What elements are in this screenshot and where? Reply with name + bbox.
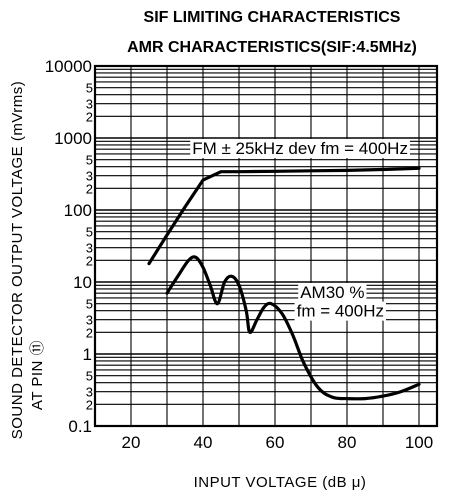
x-tick-label: 40 — [194, 433, 213, 452]
y-minor-tick-label: 2 — [86, 181, 93, 196]
annotation-background — [190, 138, 410, 158]
y-minor-tick-label: 2 — [86, 253, 93, 268]
annotation-label: AM30 % — [300, 283, 364, 302]
y-minor-tick-label: 2 — [86, 397, 93, 412]
x-axis-label: INPUT VOLTAGE (dB μ) — [194, 474, 367, 491]
y-minor-tick-label: 3 — [86, 313, 93, 328]
plot-frame — [93, 64, 439, 428]
amr-curve — [165, 255, 421, 401]
chart-title: SIF LIMITING CHARACTERISTICS — [144, 9, 401, 26]
grid — [95, 66, 437, 426]
annotation-label: FM ± 25kHz dev fm = 400Hz — [192, 139, 408, 158]
y-axis-label-pin: AT PIN ⑪ — [29, 340, 46, 410]
y-tick-label: 0.1 — [68, 417, 92, 436]
y-axis-label: SOUND DETECTOR OUTPUT VOLTAGE (mVrms) — [9, 81, 26, 440]
y-tick-label: 10 — [73, 273, 92, 292]
y-minor-tick-label: 5 — [86, 225, 93, 240]
tick-labels: 20 40 60 80 1000.111010010001000023523523523… — [45, 57, 433, 452]
x-tick-label: 20 — [122, 433, 141, 452]
y-tick-label: 100 — [64, 201, 92, 220]
annotation-background — [298, 282, 367, 302]
y-minor-tick-label: 2 — [86, 109, 93, 124]
chart-subtitle: AMR CHARACTERISTICS(SIF:4.5MHz) — [127, 39, 417, 56]
y-minor-tick-label: 5 — [86, 81, 93, 96]
curves — [147, 166, 421, 401]
y-minor-tick-label: 5 — [86, 369, 93, 384]
y-minor-tick-label: 5 — [86, 297, 93, 312]
annotation-background — [294, 301, 387, 321]
x-tick-label: 100 — [405, 433, 433, 452]
x-tick-label: 60 — [266, 433, 285, 452]
annotations: FM ± 25kHz dev fm = 400Hz AM30 %fm = 400H… — [190, 138, 410, 321]
y-tick-label: 1000 — [54, 129, 92, 148]
y-minor-tick-label: 3 — [86, 97, 93, 112]
x-tick-label: 80 — [338, 433, 357, 452]
y-minor-tick-label: 3 — [86, 169, 93, 184]
y-tick-label: 1 — [83, 345, 92, 364]
annotation-label: fm = 400Hz — [297, 302, 384, 321]
y-minor-tick-label: 3 — [86, 241, 93, 256]
fm-limiting-curve — [147, 166, 421, 266]
y-minor-tick-label: 2 — [86, 325, 93, 340]
y-tick-label: 10000 — [45, 57, 92, 76]
y-minor-tick-label: 3 — [86, 385, 93, 400]
y-minor-tick-label: 5 — [86, 153, 93, 168]
